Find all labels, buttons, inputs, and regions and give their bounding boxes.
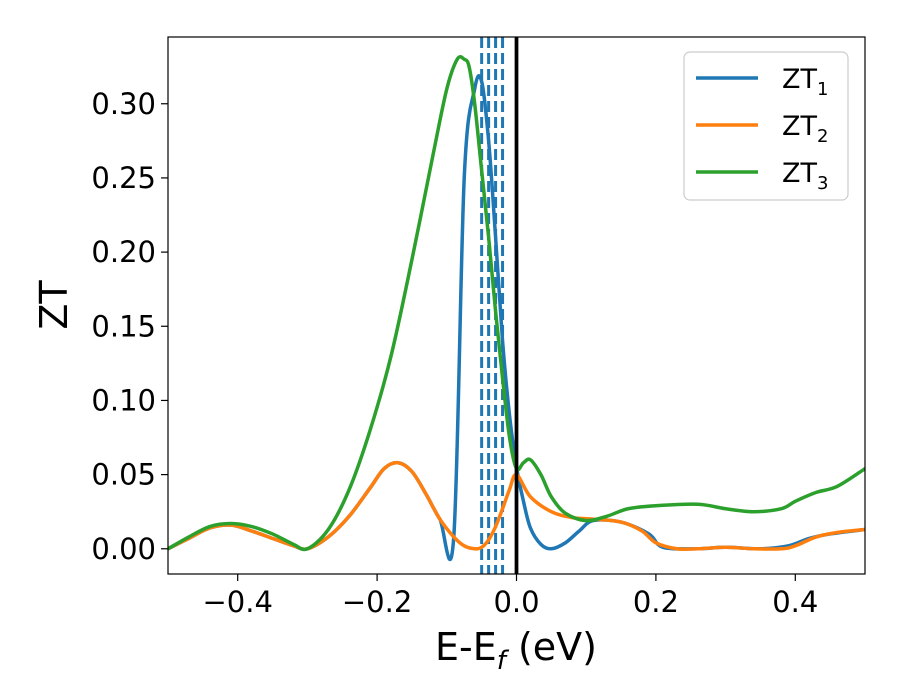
- legend-label-zt3: ZT3: [782, 158, 828, 194]
- x-tick-label: −0.2: [342, 585, 412, 619]
- y-tick-label: 0.30: [91, 87, 156, 121]
- x-tick-label: −0.4: [202, 585, 272, 619]
- x-tick-label: 0.4: [772, 585, 818, 619]
- legend-label-zt1: ZT1: [782, 64, 828, 100]
- legend: ZT1 ZT2 ZT3: [683, 51, 849, 201]
- series-lines: [168, 37, 865, 574]
- x-tick-label: 0.0: [493, 585, 539, 619]
- legend-box: [683, 51, 849, 201]
- y-tick-label: 0.10: [91, 383, 156, 417]
- x-axis-title: E-Ef (eV): [435, 625, 597, 676]
- y-axis-ticks: 0.00 0.05 0.10 0.15 0.20 0.25 0.30: [91, 87, 168, 566]
- legend-label-zt2: ZT2: [782, 111, 828, 147]
- y-tick-label: 0.05: [91, 458, 156, 492]
- y-tick-label: 0.00: [91, 532, 156, 566]
- x-tick-label: 0.2: [633, 585, 679, 619]
- y-tick-label: 0.25: [91, 161, 156, 195]
- x-axis-ticks: −0.4 −0.2 0.0 0.2 0.4: [202, 574, 818, 619]
- y-tick-label: 0.15: [91, 309, 156, 343]
- y-axis-title: ZT: [32, 280, 76, 330]
- series-line-zt3: [168, 55, 865, 552]
- y-tick-label: 0.20: [91, 235, 156, 269]
